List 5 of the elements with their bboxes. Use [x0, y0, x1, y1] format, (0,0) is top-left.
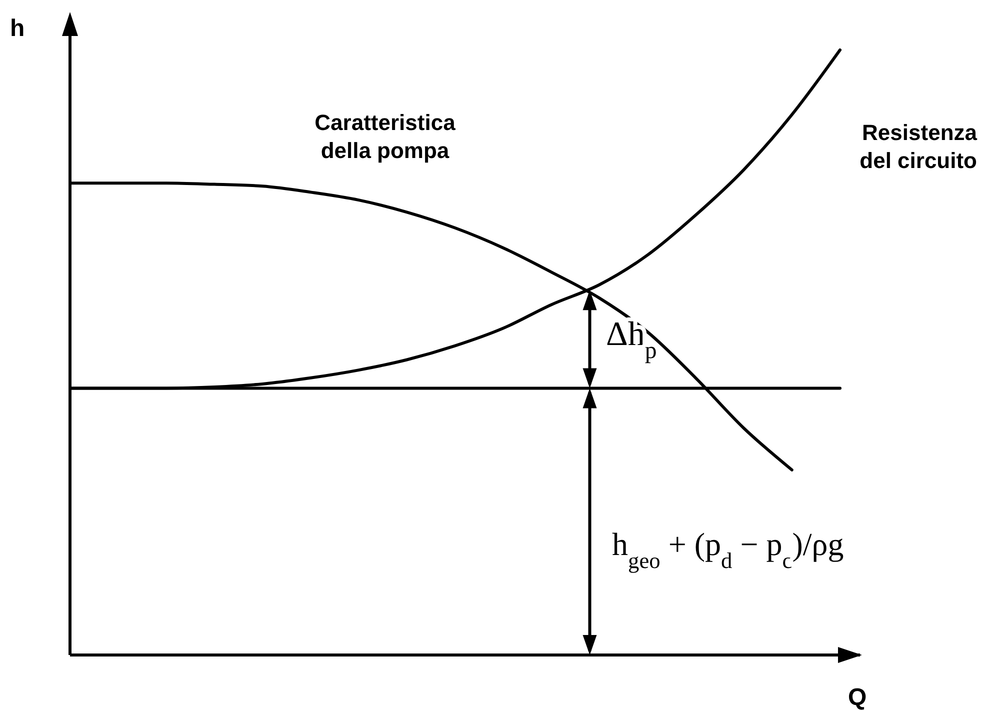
- x-axis-title: Q: [848, 684, 867, 710]
- annotation: Δh$_{p}$: [606, 316, 657, 364]
- text: Resistenza del circuito: [860, 120, 978, 173]
- series-label: Caratteristica della pompa: [314, 110, 456, 163]
- y-axis-title: h: [10, 15, 25, 42]
